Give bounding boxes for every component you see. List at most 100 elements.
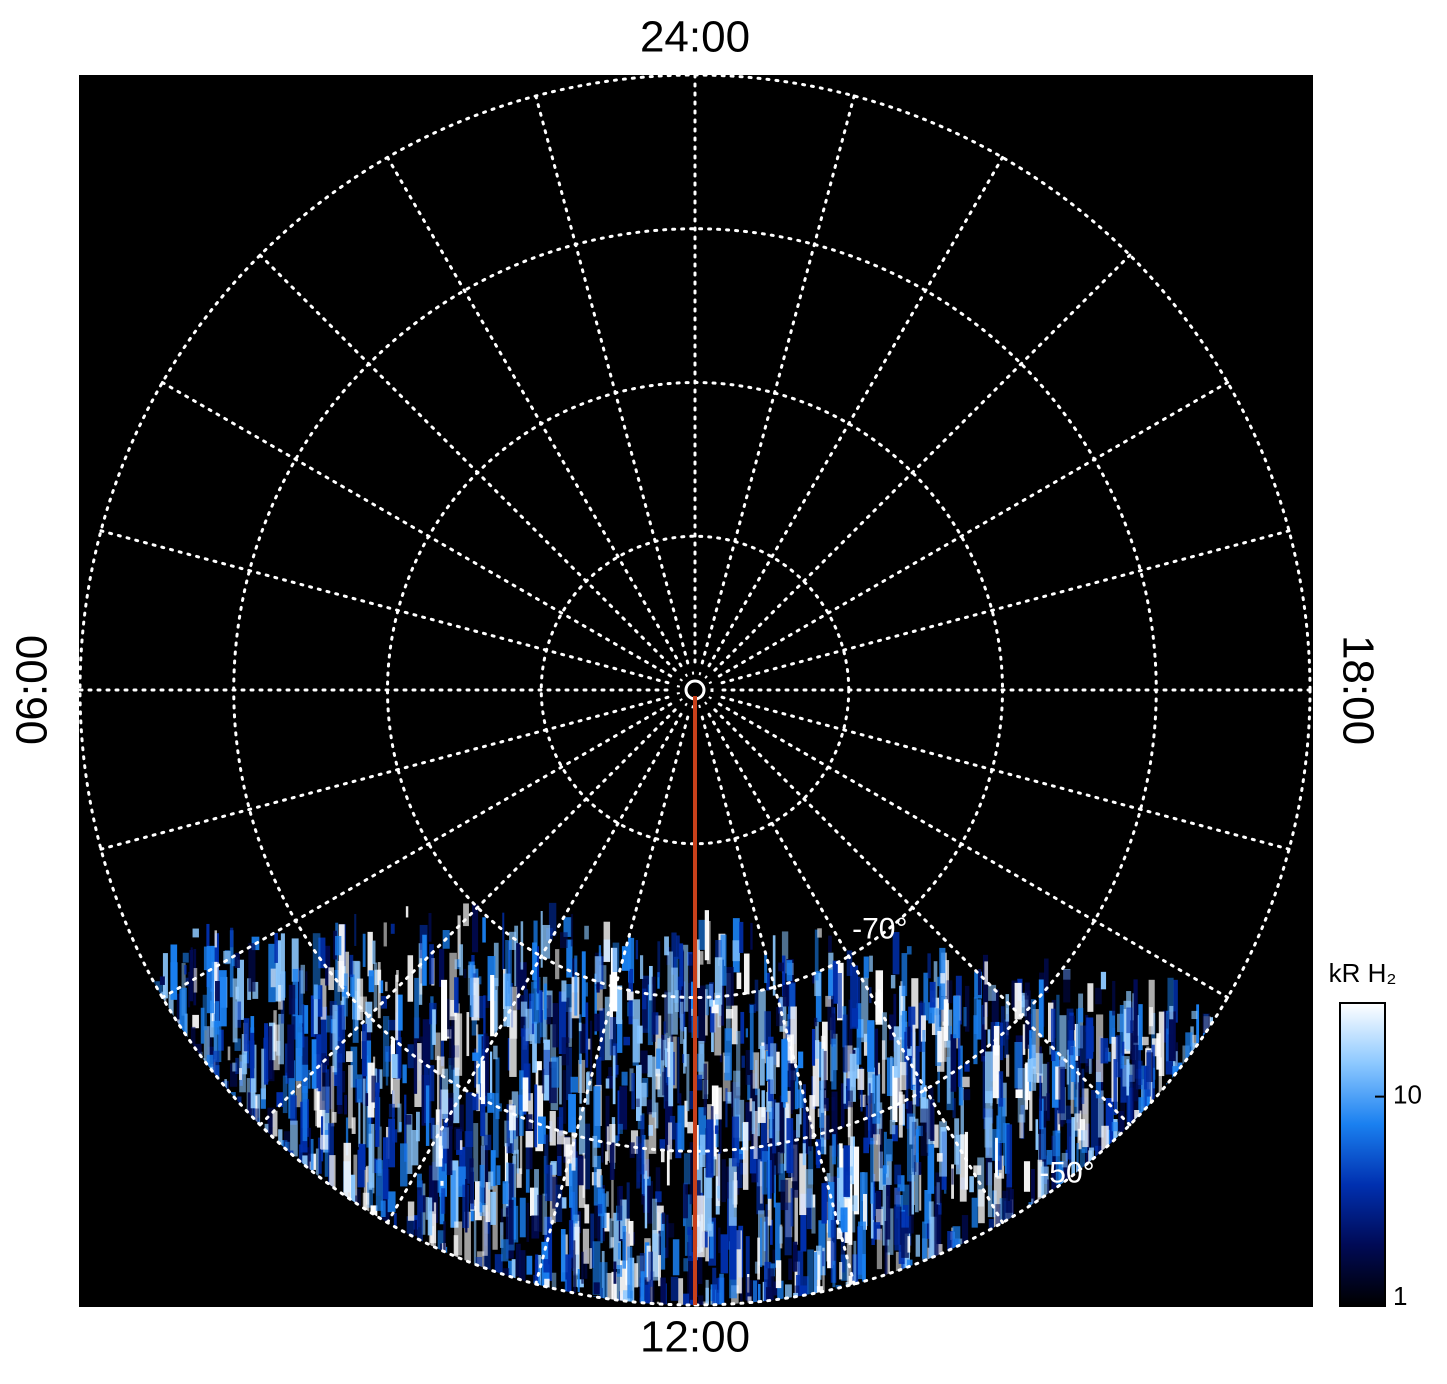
emission-streak (907, 1026, 911, 1049)
emission-streak (963, 1006, 967, 1027)
emission-streak (939, 1310, 942, 1357)
emission-streak (407, 955, 414, 1002)
emission-streak (683, 1153, 691, 1185)
emission-streak (651, 976, 656, 1042)
emission-streak (773, 1165, 776, 1208)
emission-streak (1126, 1007, 1133, 1034)
emission-streak (957, 1020, 961, 1087)
emission-streak (321, 1086, 330, 1153)
emission-streak (683, 1293, 690, 1305)
emission-streak (570, 913, 574, 947)
emission-streak (1028, 1013, 1032, 1039)
emission-streak (643, 1139, 649, 1179)
emission-streak (643, 1176, 651, 1186)
emission-streak (1024, 1091, 1029, 1110)
grid (78, 73, 1312, 1307)
emission-streak (382, 1016, 390, 1077)
emission-streak (546, 995, 552, 1025)
emission-streak (640, 1271, 645, 1305)
emission-streak (187, 971, 191, 1008)
emission-streak (745, 1028, 749, 1038)
emission-streak (915, 1234, 921, 1257)
emission-streak (831, 1096, 835, 1111)
emission-streak (1173, 979, 1178, 1023)
emission-streak (790, 1188, 794, 1227)
emission-streak (724, 1028, 732, 1081)
emission-streak (341, 966, 346, 1030)
emission-streak (316, 1034, 322, 1092)
emission-streak (610, 947, 618, 1012)
emission-streak (502, 912, 505, 970)
emission-streak (568, 1007, 572, 1047)
emission-streak (721, 1159, 726, 1203)
emission-streak (985, 1091, 993, 1158)
emission-streak (212, 1050, 220, 1084)
emission-streak (818, 1220, 826, 1276)
emission-streak (840, 1193, 845, 1208)
emission-streak (508, 1199, 514, 1245)
emission-streak (539, 1009, 546, 1038)
emission-streak (703, 1167, 712, 1231)
emission-streak (372, 940, 376, 964)
emission-streak (882, 1165, 889, 1186)
emission-streak (725, 973, 731, 1041)
emission-streak (338, 924, 345, 986)
emission-streak (301, 1004, 305, 1048)
emission-streak (457, 915, 461, 968)
emission-streak (872, 1173, 876, 1220)
emission-streak (429, 1202, 437, 1244)
emission-streak (234, 1038, 241, 1051)
emission-streak (453, 1067, 460, 1124)
emission-streak (667, 1038, 671, 1078)
emission-streak (655, 1167, 661, 1214)
emission-streak (237, 959, 244, 1020)
emission-streak (642, 988, 647, 1010)
emission-streak (997, 1097, 1006, 1143)
emission-streak (1095, 1071, 1102, 1099)
emission-streak (606, 1076, 615, 1089)
emission-streak (821, 1183, 827, 1224)
emission-streak (656, 1205, 664, 1231)
emission-streak (563, 917, 572, 937)
emission-streak (626, 991, 634, 1001)
emission-streak (1115, 1035, 1121, 1078)
emission-streak (976, 999, 982, 1040)
emission-streak (483, 1134, 492, 1151)
emission-streak (687, 1226, 692, 1235)
emission-streak (796, 1089, 804, 1108)
emission-streak (278, 1013, 284, 1065)
emission-streak (375, 1160, 383, 1211)
emission-streak (894, 1164, 902, 1185)
emission-streak (915, 1129, 919, 1163)
lt-meridian (160, 702, 673, 999)
emission-streak (278, 1309, 284, 1359)
emission-streak (1113, 1059, 1117, 1116)
emission-streak (516, 1168, 522, 1188)
emission-streak (1031, 1168, 1035, 1217)
emission-streak (714, 992, 722, 1056)
emission-streak (885, 1252, 891, 1284)
emission-streak (830, 1219, 837, 1283)
emission-streak (687, 1229, 695, 1262)
emission-streak (865, 1105, 869, 1120)
emission-streak (182, 952, 189, 963)
emission-streak (640, 1050, 648, 1074)
emission-streak (715, 940, 722, 958)
emission-streak (334, 970, 341, 1011)
emission-streak (291, 938, 299, 982)
emission-streak (565, 997, 570, 1043)
emission-streak (1051, 1308, 1057, 1365)
emission-streak (943, 999, 949, 1041)
emission-streak (528, 1093, 533, 1129)
emission-streak (998, 1071, 1004, 1107)
emission-streak (1105, 1097, 1113, 1159)
emission-streak (757, 1307, 761, 1371)
emission-streak (828, 935, 832, 953)
emission-streak (963, 1089, 971, 1101)
emission-streak (430, 996, 434, 1060)
emission-streak (558, 1107, 564, 1136)
emission-streak (582, 1228, 590, 1264)
emission-streak (287, 1024, 295, 1079)
emission-streak (1151, 1038, 1160, 1057)
emission-streak (381, 995, 388, 1009)
